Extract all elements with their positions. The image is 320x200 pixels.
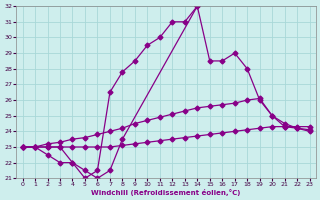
X-axis label: Windchill (Refroidissement éolien,°C): Windchill (Refroidissement éolien,°C) [92, 189, 241, 196]
